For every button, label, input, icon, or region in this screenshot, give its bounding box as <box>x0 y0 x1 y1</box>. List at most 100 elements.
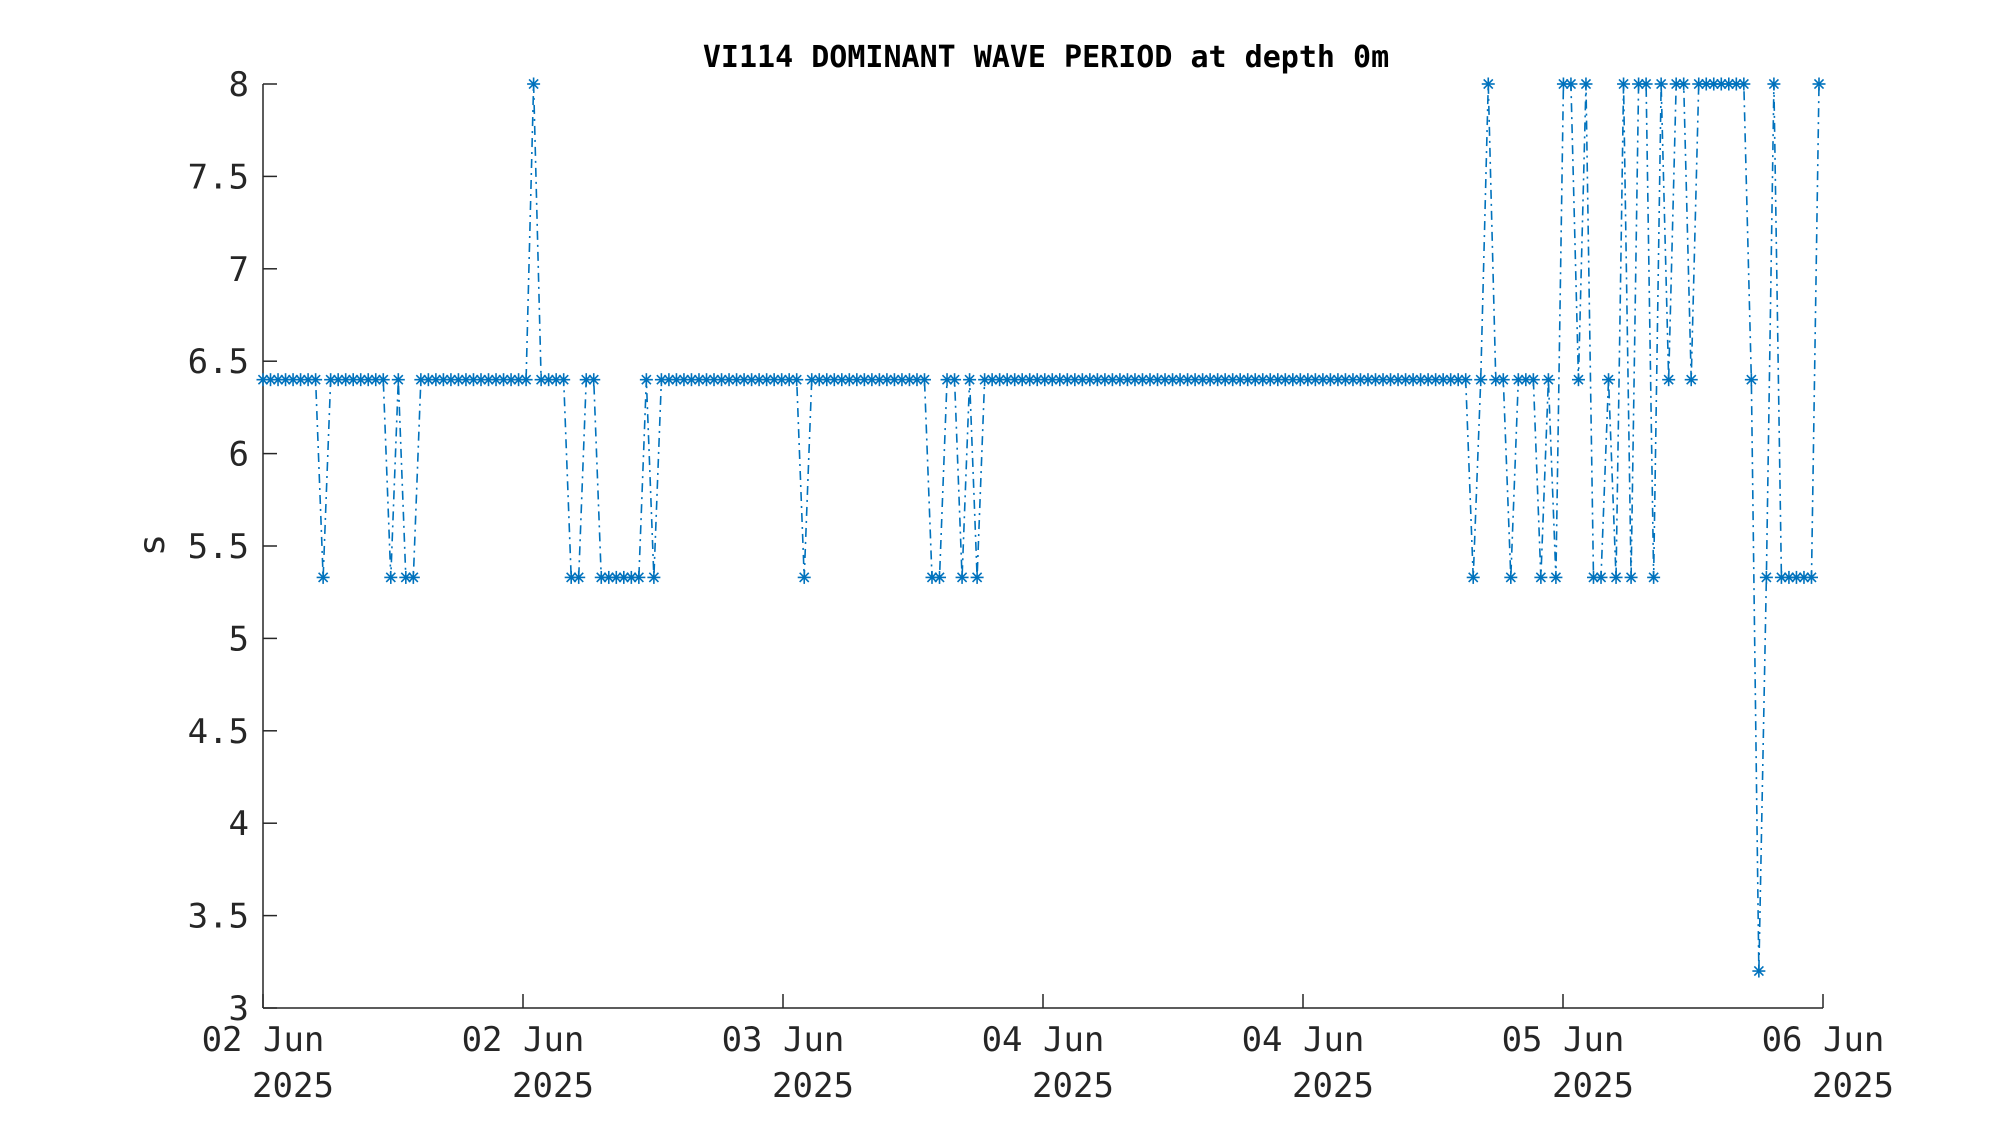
data-point-marker <box>1361 373 1375 387</box>
marker-stroke <box>551 374 562 385</box>
marker-stroke <box>1483 78 1494 90</box>
marker-stroke <box>686 374 697 385</box>
x-tick-label-date: 03 Jun <box>722 1020 845 1060</box>
data-point-marker <box>1684 373 1698 387</box>
marker-stroke <box>1092 374 1103 385</box>
marker-stroke <box>378 374 389 385</box>
data-point-marker <box>1151 373 1165 387</box>
marker-stroke <box>1235 374 1246 385</box>
data-point-marker <box>1045 373 1059 387</box>
marker-stroke <box>844 374 855 385</box>
data-point-marker <box>1797 570 1811 584</box>
marker-stroke <box>1069 374 1080 385</box>
marker-stroke <box>1648 572 1659 583</box>
marker-stroke <box>1558 78 1569 90</box>
data-point-marker <box>316 570 330 584</box>
marker-stroke <box>1212 374 1223 385</box>
data-point-marker <box>1752 964 1766 978</box>
marker-stroke <box>295 374 306 385</box>
data-point-marker <box>497 373 511 387</box>
marker-stroke <box>1701 78 1712 90</box>
data-point-marker <box>519 373 533 387</box>
marker-stroke <box>460 374 472 385</box>
marker-stroke <box>558 374 569 385</box>
data-point-marker <box>1083 373 1097 387</box>
marker-stroke <box>701 374 712 385</box>
data-point-marker <box>1737 77 1751 91</box>
data-point-marker <box>399 570 413 584</box>
data-point-marker <box>933 570 947 584</box>
marker-stroke <box>1317 374 1328 385</box>
data-point-marker <box>1677 77 1691 91</box>
marker-stroke <box>836 374 847 385</box>
data-point-marker <box>632 570 646 584</box>
marker-stroke <box>663 374 675 385</box>
marker-stroke <box>1362 374 1374 385</box>
marker-stroke <box>1340 374 1351 385</box>
marker-stroke <box>1791 572 1802 583</box>
marker-stroke <box>776 374 787 385</box>
marker-stroke <box>1377 374 1389 385</box>
data-point-marker <box>917 373 931 387</box>
marker-stroke <box>1182 374 1193 385</box>
marker-stroke <box>490 374 502 385</box>
marker-stroke <box>1272 374 1283 385</box>
data-point-marker <box>1594 570 1608 584</box>
marker-stroke <box>1580 78 1592 90</box>
marker-stroke <box>859 374 870 385</box>
marker-stroke <box>821 374 832 385</box>
marker-stroke <box>1280 374 1291 385</box>
y-tick-label: 3.5 <box>188 897 249 937</box>
marker-stroke <box>1295 374 1306 385</box>
data-point-marker <box>474 373 488 387</box>
data-point-marker <box>827 373 841 387</box>
marker-stroke <box>994 374 1005 385</box>
marker-stroke <box>1129 374 1141 385</box>
marker-stroke <box>453 374 464 385</box>
marker-stroke <box>1565 78 1577 90</box>
x-tick-label-date: 04 Jun <box>1242 1020 1365 1060</box>
marker-stroke <box>1257 374 1268 385</box>
marker-stroke <box>896 374 908 385</box>
marker-stroke <box>738 374 750 385</box>
marker-stroke <box>1024 374 1035 385</box>
marker-stroke <box>1392 374 1404 385</box>
marker-stroke <box>1077 374 1088 385</box>
data-point-marker <box>1759 570 1773 584</box>
x-tick-label-year: 2025 <box>772 1066 854 1106</box>
data-point-marker <box>872 373 886 387</box>
marker-stroke <box>1595 572 1607 583</box>
data-point-marker <box>1804 570 1818 584</box>
data-point-marker <box>1812 77 1826 91</box>
marker-stroke <box>498 374 509 385</box>
marker-stroke <box>1445 374 1456 385</box>
marker-stroke <box>1250 374 1261 385</box>
marker-stroke <box>904 374 915 385</box>
data-point-marker <box>1075 373 1089 387</box>
x-ticks: 02 Jun 2025 02 Jun 2025 03 Jun 2025 04 Jun 2025… <box>202 994 1894 1106</box>
marker-stroke <box>1032 374 1043 385</box>
marker-stroke <box>1054 374 1065 385</box>
data-point-marker <box>1774 570 1788 584</box>
marker-stroke <box>791 374 802 385</box>
marker-stroke <box>573 572 584 583</box>
data-point-marker <box>309 373 323 387</box>
marker-stroke <box>979 374 990 385</box>
marker-stroke <box>1302 374 1313 385</box>
y-tick-label: 4 <box>229 804 249 844</box>
marker-stroke <box>693 374 705 385</box>
data-point-marker <box>955 570 969 584</box>
data-point-marker <box>857 373 871 387</box>
marker-stroke <box>1242 374 1253 385</box>
marker-stroke <box>1355 374 1366 385</box>
marker-stroke <box>1189 374 1201 385</box>
marker-stroke <box>1039 374 1050 385</box>
marker-stroke <box>971 572 983 583</box>
marker-stroke <box>333 374 344 385</box>
marker-stroke <box>1543 374 1554 385</box>
x-tick-label-year: 2025 <box>1812 1066 1894 1106</box>
marker-stroke <box>1468 572 1479 583</box>
data-point-marker <box>790 373 804 387</box>
marker-stroke <box>1197 374 1208 385</box>
marker-stroke <box>280 374 291 385</box>
